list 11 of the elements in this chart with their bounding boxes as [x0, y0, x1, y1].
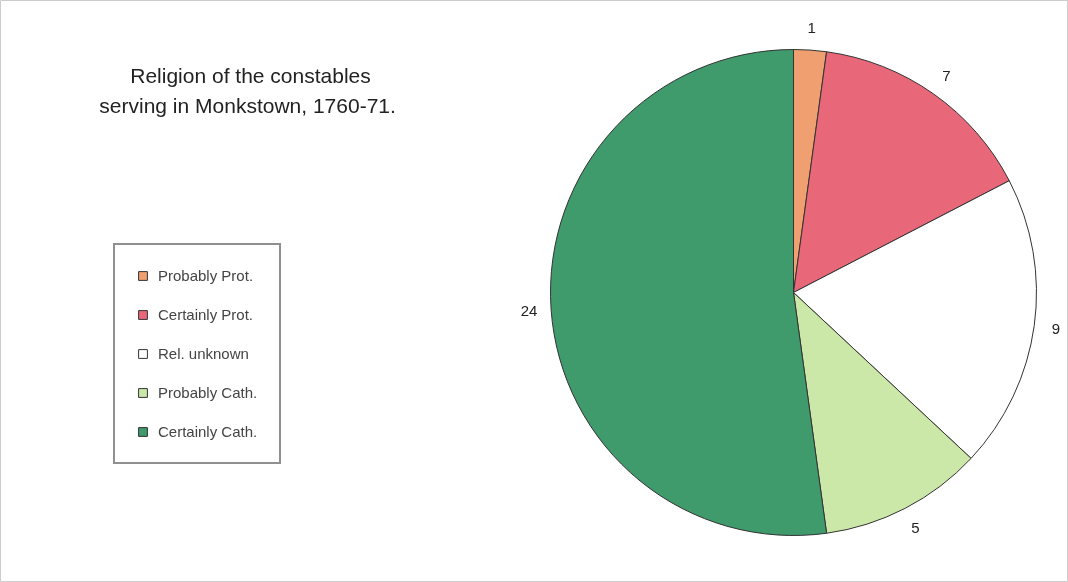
- text: Religion of the constables serving in Monkstown, 1760-71.: [99, 64, 396, 117]
- data-label: 9: [1051, 319, 1061, 337]
- legend-label: Probably Prot.: [158, 267, 254, 284]
- data-label: 1: [807, 19, 816, 37]
- legend-label: Certainly Prot.: [158, 306, 254, 323]
- data-label: 24: [520, 301, 538, 319]
- data-label: 5: [911, 518, 920, 536]
- legend-label: Rel. unknown: [158, 345, 249, 362]
- legend-label: Certainly Cath.: [158, 423, 258, 440]
- data-label: 7: [942, 67, 951, 84]
- legend-label: Probably Cath.: [158, 384, 258, 401]
